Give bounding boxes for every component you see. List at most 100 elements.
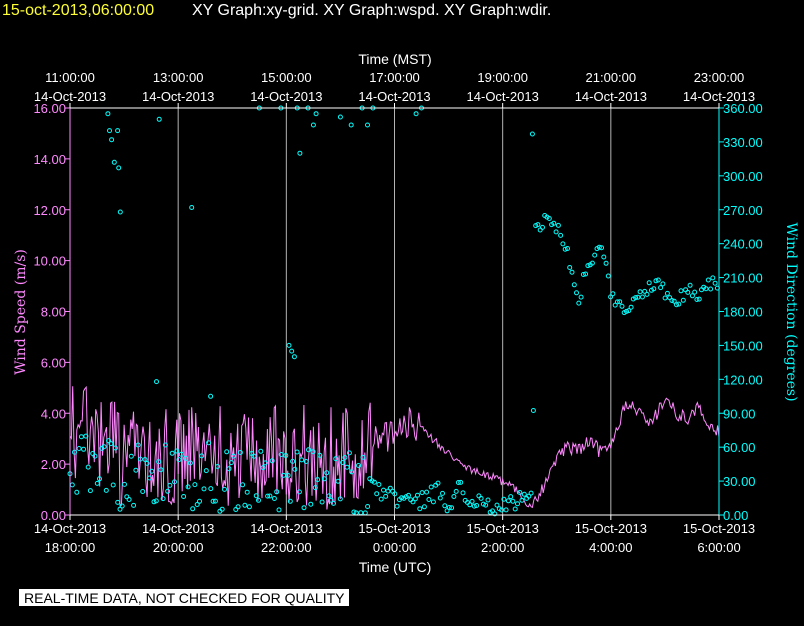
wind-direction-point <box>314 112 318 116</box>
top-tick-time: 17:00:00 <box>369 70 420 85</box>
bottom-axis-label: Time (UTC) <box>359 559 432 575</box>
wind-direction-point <box>116 129 120 133</box>
wind-direction-point <box>638 290 642 294</box>
top-tick-time: 13:00:00 <box>153 70 204 85</box>
wind-direction-point <box>118 210 122 214</box>
wind-direction-point <box>568 266 572 270</box>
wind-direction-point <box>427 498 431 502</box>
right-tick-label: 270.00 <box>723 203 763 218</box>
wind-direction-point <box>110 138 114 142</box>
wind-direction-point <box>693 290 697 294</box>
wind-direction-point <box>79 435 83 439</box>
wind-direction-point <box>259 449 263 453</box>
wind-direction-point <box>579 295 583 299</box>
bottom-tick-time: 18:00:00 <box>45 540 96 555</box>
wind-direction-point <box>209 394 213 398</box>
wind-direction-point <box>679 289 683 293</box>
left-tick-label: 14.00 <box>33 152 66 167</box>
wind-direction-point <box>706 278 710 282</box>
wind-direction-point <box>123 482 127 486</box>
wind-direction-point <box>416 493 420 497</box>
top-tick-date: 14-Oct-2013 <box>358 89 430 104</box>
wind-direction-point <box>191 507 195 511</box>
right-tick-label: 150.00 <box>723 338 763 353</box>
wind-direction-point <box>287 343 291 347</box>
wind-direction-point <box>611 292 615 296</box>
wind-direction-point <box>570 270 574 274</box>
grid-layer <box>178 108 611 515</box>
left-tick-label: 2.00 <box>41 457 66 472</box>
wind-direction-point <box>366 123 370 127</box>
wind-direction-point <box>431 500 435 504</box>
bottom-tick-time: 0:00:00 <box>373 540 416 555</box>
wind-direction-point <box>141 490 145 494</box>
wind-direction-point <box>88 489 92 493</box>
wind-chart: 0.002.004.006.008.0010.0012.0014.0016.00… <box>0 0 804 626</box>
wind-direction-point <box>238 451 242 455</box>
wind-direction-point <box>661 282 665 286</box>
wind-direction-point <box>292 355 296 359</box>
wind-direction-point <box>506 499 510 503</box>
wind-direction-point <box>377 483 381 487</box>
left-tick-label: 4.00 <box>41 406 66 421</box>
top-tick-date: 14-Oct-2013 <box>467 89 539 104</box>
bottom-tick-date: 15-Oct-2013 <box>358 521 430 536</box>
bottom-tick-time: 4:00:00 <box>589 540 632 555</box>
wind-direction-point <box>359 511 363 515</box>
wind-direction-point <box>204 469 208 473</box>
wind-direction-point <box>452 495 456 499</box>
wind-direction-point <box>225 450 229 454</box>
wind-direction-point <box>349 123 353 127</box>
wind-direction-point <box>441 491 445 495</box>
wind-direction-point <box>104 488 108 492</box>
wind-direction-point <box>709 287 713 291</box>
top-axis-label: Time (MST) <box>358 51 431 67</box>
wind-direction-point <box>620 304 624 308</box>
top-tick-time: 21:00:00 <box>586 70 637 85</box>
wind-direction-point <box>272 497 276 501</box>
wind-direction-point <box>577 301 581 305</box>
wind-direction-point <box>414 112 418 116</box>
bottom-tick-time: 2:00:00 <box>481 540 524 555</box>
wind-direction-point <box>438 496 442 500</box>
wind-direction-point <box>461 491 465 495</box>
wind-direction-point <box>357 464 361 468</box>
bottom-tick-date: 15-Oct-2013 <box>467 521 539 536</box>
wind-direction-point <box>106 112 110 116</box>
right-tick-label: 60.00 <box>723 440 756 455</box>
top-tick-date: 14-Oct-2013 <box>142 89 214 104</box>
top-tick-time: 15:00:00 <box>261 70 312 85</box>
wind-direction-point <box>688 283 692 287</box>
bottom-tick-date: 14-Oct-2013 <box>34 521 106 536</box>
wind-direction-point <box>513 507 517 511</box>
wind-direction-point <box>309 502 313 506</box>
wind-direction-point <box>711 276 715 280</box>
right-tick-label: 30.00 <box>723 474 756 489</box>
right-tick-label: 300.00 <box>723 169 763 184</box>
wind-direction-point <box>575 291 579 295</box>
left-tick-label: 8.00 <box>41 305 66 320</box>
wind-direction-point <box>561 242 565 246</box>
wind-direction-point <box>223 487 227 491</box>
wind-direction-point <box>108 129 112 133</box>
wind-direction-point <box>345 465 349 469</box>
wind-direction-point <box>320 500 324 504</box>
wind-direction-series <box>68 106 719 516</box>
wind-direction-point <box>129 454 133 458</box>
wind-direction-point <box>530 132 534 136</box>
bottom-tick-date: 15-Oct-2013 <box>683 521 755 536</box>
wind-direction-point <box>454 489 458 493</box>
top-tick-date: 14-Oct-2013 <box>575 89 647 104</box>
wind-direction-point <box>297 490 301 494</box>
wind-direction-point <box>556 223 560 227</box>
wind-direction-point <box>77 447 81 451</box>
wind-direction-point <box>606 274 610 278</box>
wind-direction-point <box>247 505 251 509</box>
top-tick-time: 11:00:00 <box>45 70 95 85</box>
wind-direction-point <box>290 349 294 353</box>
wind-direction-point <box>70 483 74 487</box>
bottom-tick-time: 6:00:00 <box>697 540 740 555</box>
wind-direction-point <box>116 500 120 504</box>
wind-direction-point <box>307 448 311 452</box>
wind-direction-point <box>298 151 302 155</box>
